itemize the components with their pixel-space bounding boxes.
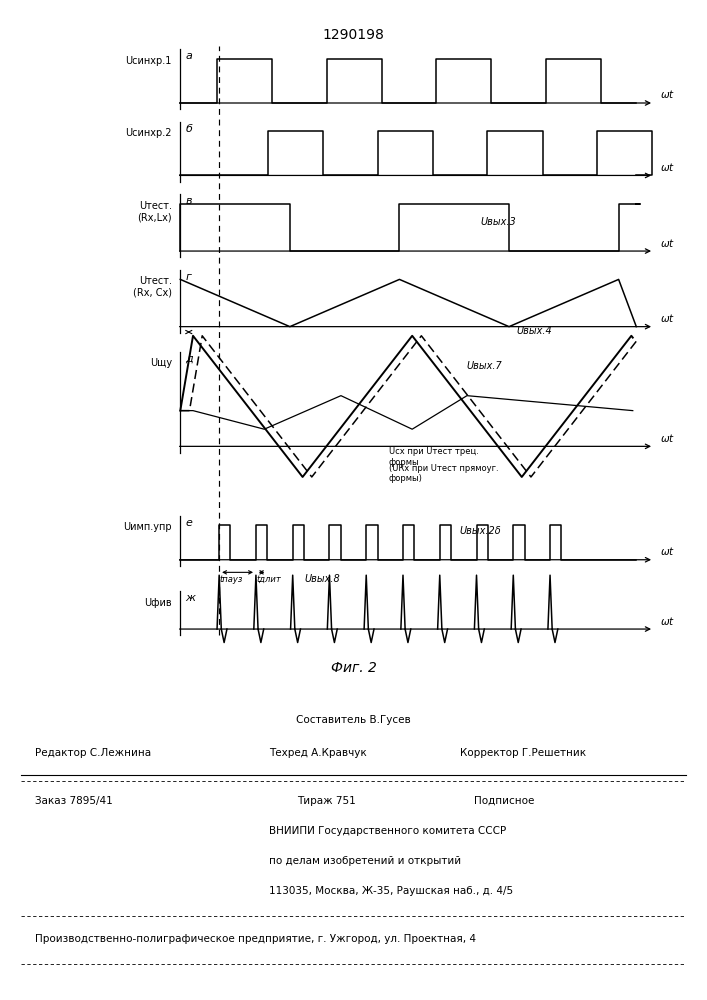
Text: tдлит: tдлит	[257, 575, 281, 584]
Text: Корректор Г.Решетник: Корректор Г.Решетник	[460, 748, 585, 758]
Text: ж: ж	[185, 593, 195, 603]
Text: 1290198: 1290198	[322, 28, 385, 42]
Text: Uсинхр.2: Uсинхр.2	[125, 128, 172, 138]
Text: Uвых.3: Uвых.3	[481, 217, 517, 227]
Text: Uимп.упр: Uимп.упр	[123, 522, 172, 532]
Text: ВНИИПИ Государственного комитета СССР: ВНИИПИ Государственного комитета СССР	[269, 826, 506, 836]
Text: Тираж 751: Тираж 751	[297, 796, 356, 806]
Text: $\omega t$: $\omega t$	[660, 615, 674, 627]
Text: д: д	[185, 354, 193, 364]
Text: Uщу: Uщу	[150, 358, 172, 368]
Text: в: в	[185, 196, 192, 206]
Text: Uсх при Uтест трец.
формы: Uсх при Uтест трец. формы	[389, 447, 479, 467]
Text: Производственно-полиграфическое предприятие, г. Ужгород, ул. Проектная, 4: Производственно-полиграфическое предприя…	[35, 934, 477, 944]
Text: Техред А.Кравчук: Техред А.Кравчук	[269, 748, 366, 758]
Text: $\omega t$: $\omega t$	[660, 545, 674, 557]
Text: Uтест.
(Rx,Lx): Uтест. (Rx,Lx)	[137, 201, 172, 222]
Text: $\omega t$: $\omega t$	[660, 161, 674, 173]
Text: по делам изобретений и открытий: по делам изобретений и открытий	[269, 856, 461, 866]
Text: Uвых.8: Uвых.8	[304, 574, 340, 584]
Text: 113035, Москва, Ж-35, Раушская наб., д. 4/5: 113035, Москва, Ж-35, Раушская наб., д. …	[269, 886, 513, 896]
Text: Uвых.4: Uвых.4	[516, 326, 552, 336]
Text: а: а	[185, 51, 192, 61]
Text: г: г	[185, 272, 191, 282]
Text: Подписное: Подписное	[474, 796, 534, 806]
Text: Фиг. 2: Фиг. 2	[331, 661, 376, 675]
Text: е: е	[185, 518, 192, 528]
Text: Uфив: Uфив	[144, 598, 172, 608]
Text: $\omega t$: $\omega t$	[660, 237, 674, 249]
Text: Uтест.
(Rx, Cx): Uтест. (Rx, Cx)	[133, 276, 172, 298]
Text: Заказ 7895/41: Заказ 7895/41	[35, 796, 113, 806]
Text: $\omega t$: $\omega t$	[660, 312, 674, 324]
Text: tпауз: tпауз	[220, 575, 243, 584]
Text: (URx при Uтест прямоуг.
формы): (URx при Uтест прямоуг. формы)	[389, 464, 498, 483]
Text: Uвых.7: Uвых.7	[467, 361, 503, 371]
Text: Uвых.2δ: Uвых.2δ	[460, 526, 501, 536]
Text: Uсинхр.1: Uсинхр.1	[125, 56, 172, 66]
Text: Составитель В.Гусев: Составитель В.Гусев	[296, 715, 411, 725]
Text: $\omega t$: $\omega t$	[660, 432, 674, 444]
Text: $\omega t$: $\omega t$	[660, 88, 674, 100]
Text: б: б	[185, 124, 192, 134]
Text: Редактор С.Лежнина: Редактор С.Лежнина	[35, 748, 151, 758]
